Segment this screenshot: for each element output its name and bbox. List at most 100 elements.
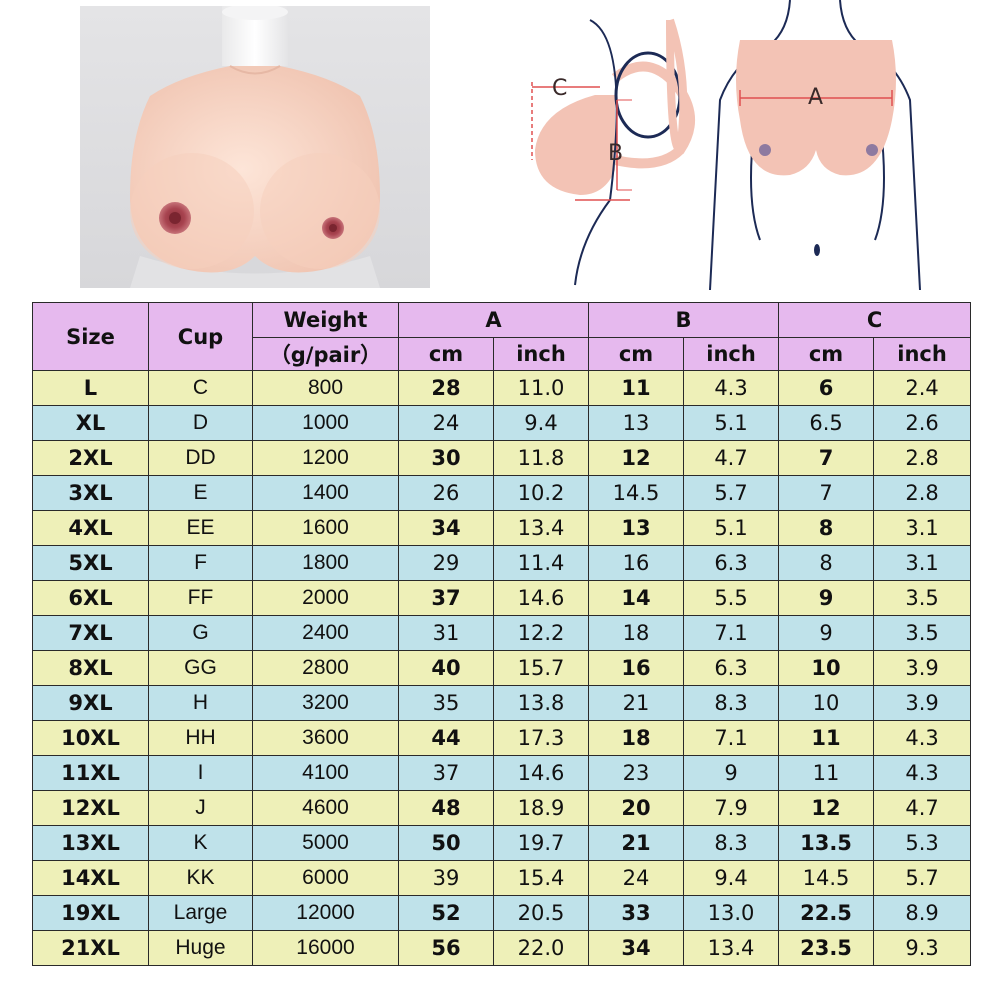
cell-cup: H	[148, 685, 253, 721]
cell-a-cm: 50	[398, 825, 494, 861]
header-group-a: A	[397, 302, 590, 338]
cell-size: 7XL	[32, 615, 149, 651]
cell-a-inch: 22.0	[492, 930, 590, 966]
cell-a-inch: 11.8	[492, 440, 590, 476]
cell-b-cm: 24	[588, 860, 685, 896]
table-row: 19XL Large 12000 52 20.5 33 13.0 22.5 8.9	[32, 895, 972, 931]
cell-b-inch: 9.4	[683, 860, 780, 896]
label-c: C	[552, 76, 567, 101]
cell-c-cm: 10	[778, 650, 875, 686]
cell-weight: 1200	[252, 440, 399, 476]
cell-c-inch: 4.3	[873, 720, 972, 756]
cell-cup: E	[148, 475, 253, 511]
cell-a-inch: 17.3	[492, 720, 590, 756]
cell-a-inch: 13.8	[492, 685, 590, 721]
cell-a-cm: 40	[398, 650, 494, 686]
cell-c-inch: 5.3	[873, 825, 972, 861]
cell-c-cm: 11	[778, 720, 875, 756]
cell-weight: 16000	[252, 930, 399, 966]
cell-c-inch: 3.1	[873, 510, 972, 546]
cell-b-cm: 23	[588, 755, 685, 791]
cell-a-inch: 11.4	[492, 545, 590, 581]
table-row: 11XL I 4100 37 14.6 23 9 11 4.3	[32, 755, 972, 791]
cell-b-cm: 14	[588, 580, 685, 616]
cell-c-cm: 9	[778, 615, 875, 651]
cell-c-cm: 8	[778, 545, 875, 581]
cell-b-inch: 9	[683, 755, 780, 791]
cell-weight: 3600	[252, 720, 399, 756]
table-row: 14XL KK 6000 39 15.4 24 9.4 14.5 5.7	[32, 860, 972, 896]
cell-b-inch: 5.7	[683, 475, 780, 511]
cell-a-inch: 15.4	[492, 860, 590, 896]
cell-c-cm: 13.5	[778, 825, 875, 861]
cell-weight: 4100	[252, 755, 399, 791]
cell-size: 13XL	[32, 825, 149, 861]
cell-b-cm: 21	[588, 825, 685, 861]
cell-c-cm: 7	[778, 475, 875, 511]
cell-b-cm: 21	[588, 685, 685, 721]
table-row: L C 800 28 11.0 11 4.3 6 2.4	[32, 370, 972, 406]
cell-c-inch: 4.3	[873, 755, 972, 791]
cell-weight: 800	[252, 370, 399, 406]
table-row: 13XL K 5000 50 19.7 21 8.3 13.5 5.3	[32, 825, 972, 861]
cell-a-inch: 14.6	[492, 580, 590, 616]
table-row: 8XL GG 2800 40 15.7 16 6.3 10 3.9	[32, 650, 972, 686]
table-row: 10XL HH 3600 44 17.3 18 7.1 11 4.3	[32, 720, 972, 756]
cell-c-cm: 23.5	[778, 930, 875, 966]
cell-size: 19XL	[32, 895, 149, 931]
cell-cup: K	[148, 825, 253, 861]
cell-a-cm: 37	[398, 580, 494, 616]
cell-a-cm: 56	[398, 930, 494, 966]
cell-c-cm: 8	[778, 510, 875, 546]
cell-size: 11XL	[32, 755, 149, 791]
header-c-inch: inch	[873, 337, 972, 371]
cell-cup: J	[148, 790, 253, 826]
cell-weight: 3200	[252, 685, 399, 721]
cell-size: 8XL	[32, 650, 149, 686]
cell-a-cm: 35	[398, 685, 494, 721]
cell-cup: Large	[148, 895, 253, 931]
header-b-inch: inch	[683, 337, 780, 371]
cell-a-inch: 18.9	[492, 790, 590, 826]
header-group-b: B	[588, 302, 780, 338]
table-row: 4XL EE 1600 34 13.4 13 5.1 8 3.1	[32, 510, 972, 546]
cell-cup: DD	[148, 440, 253, 476]
cell-b-inch: 8.3	[683, 685, 780, 721]
cell-b-cm: 34	[588, 930, 685, 966]
cell-weight: 1800	[252, 545, 399, 581]
cell-weight: 1000	[252, 405, 399, 441]
cell-c-inch: 3.5	[873, 615, 972, 651]
cell-a-cm: 48	[398, 790, 494, 826]
header-group-c: C	[778, 302, 972, 338]
cell-c-cm: 7	[778, 440, 875, 476]
product-photo	[80, 6, 430, 288]
cell-c-cm: 6.5	[778, 405, 875, 441]
cell-a-cm: 44	[398, 720, 494, 756]
cell-b-inch: 13.4	[683, 930, 780, 966]
cell-a-inch: 11.0	[492, 370, 590, 406]
cell-c-cm: 9	[778, 580, 875, 616]
cell-b-cm: 13	[588, 405, 685, 441]
cell-b-cm: 13	[588, 510, 685, 546]
cell-cup: Huge	[148, 930, 253, 966]
cell-size: XL	[32, 405, 149, 441]
cell-cup: F	[148, 545, 253, 581]
table-row: 5XL F 1800 29 11.4 16 6.3 8 3.1	[32, 545, 972, 581]
cell-b-inch: 4.3	[683, 370, 780, 406]
header-a-inch: inch	[492, 337, 590, 371]
cell-size: 4XL	[32, 510, 149, 546]
cell-size: 2XL	[32, 440, 149, 476]
product-illustration	[130, 6, 380, 288]
cell-c-cm: 22.5	[778, 895, 875, 931]
cell-c-cm: 10	[778, 685, 875, 721]
cell-a-cm: 52	[398, 895, 494, 931]
table-row: 12XL J 4600 48 18.9 20 7.9 12 4.7	[32, 790, 972, 826]
cell-size: 14XL	[32, 860, 149, 896]
cell-cup: C	[148, 370, 253, 406]
cell-weight: 2000	[252, 580, 399, 616]
cell-a-inch: 15.7	[492, 650, 590, 686]
cell-c-inch: 3.5	[873, 580, 972, 616]
cell-b-inch: 7.1	[683, 615, 780, 651]
table-row: 3XL E 1400 26 10.2 14.5 5.7 7 2.8	[32, 475, 972, 511]
cell-a-cm: 24	[398, 405, 494, 441]
